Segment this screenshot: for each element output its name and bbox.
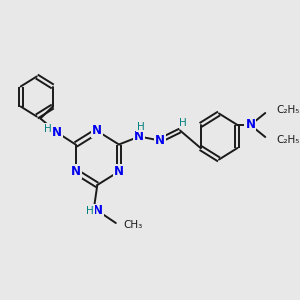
Text: CH₃: CH₃ <box>123 220 142 230</box>
Text: C₂H₅: C₂H₅ <box>276 135 300 145</box>
Text: N: N <box>155 134 165 147</box>
Text: N: N <box>52 126 62 139</box>
Text: H: H <box>137 122 145 131</box>
Text: H: H <box>44 124 52 134</box>
Text: N: N <box>70 165 81 178</box>
Text: N: N <box>245 118 255 131</box>
Text: C₂H₅: C₂H₅ <box>276 105 300 115</box>
Text: N: N <box>92 124 102 137</box>
Text: H: H <box>179 118 187 128</box>
Text: H: H <box>86 206 94 216</box>
Text: N: N <box>134 130 144 143</box>
Text: N: N <box>114 165 124 178</box>
Text: N: N <box>93 205 103 218</box>
